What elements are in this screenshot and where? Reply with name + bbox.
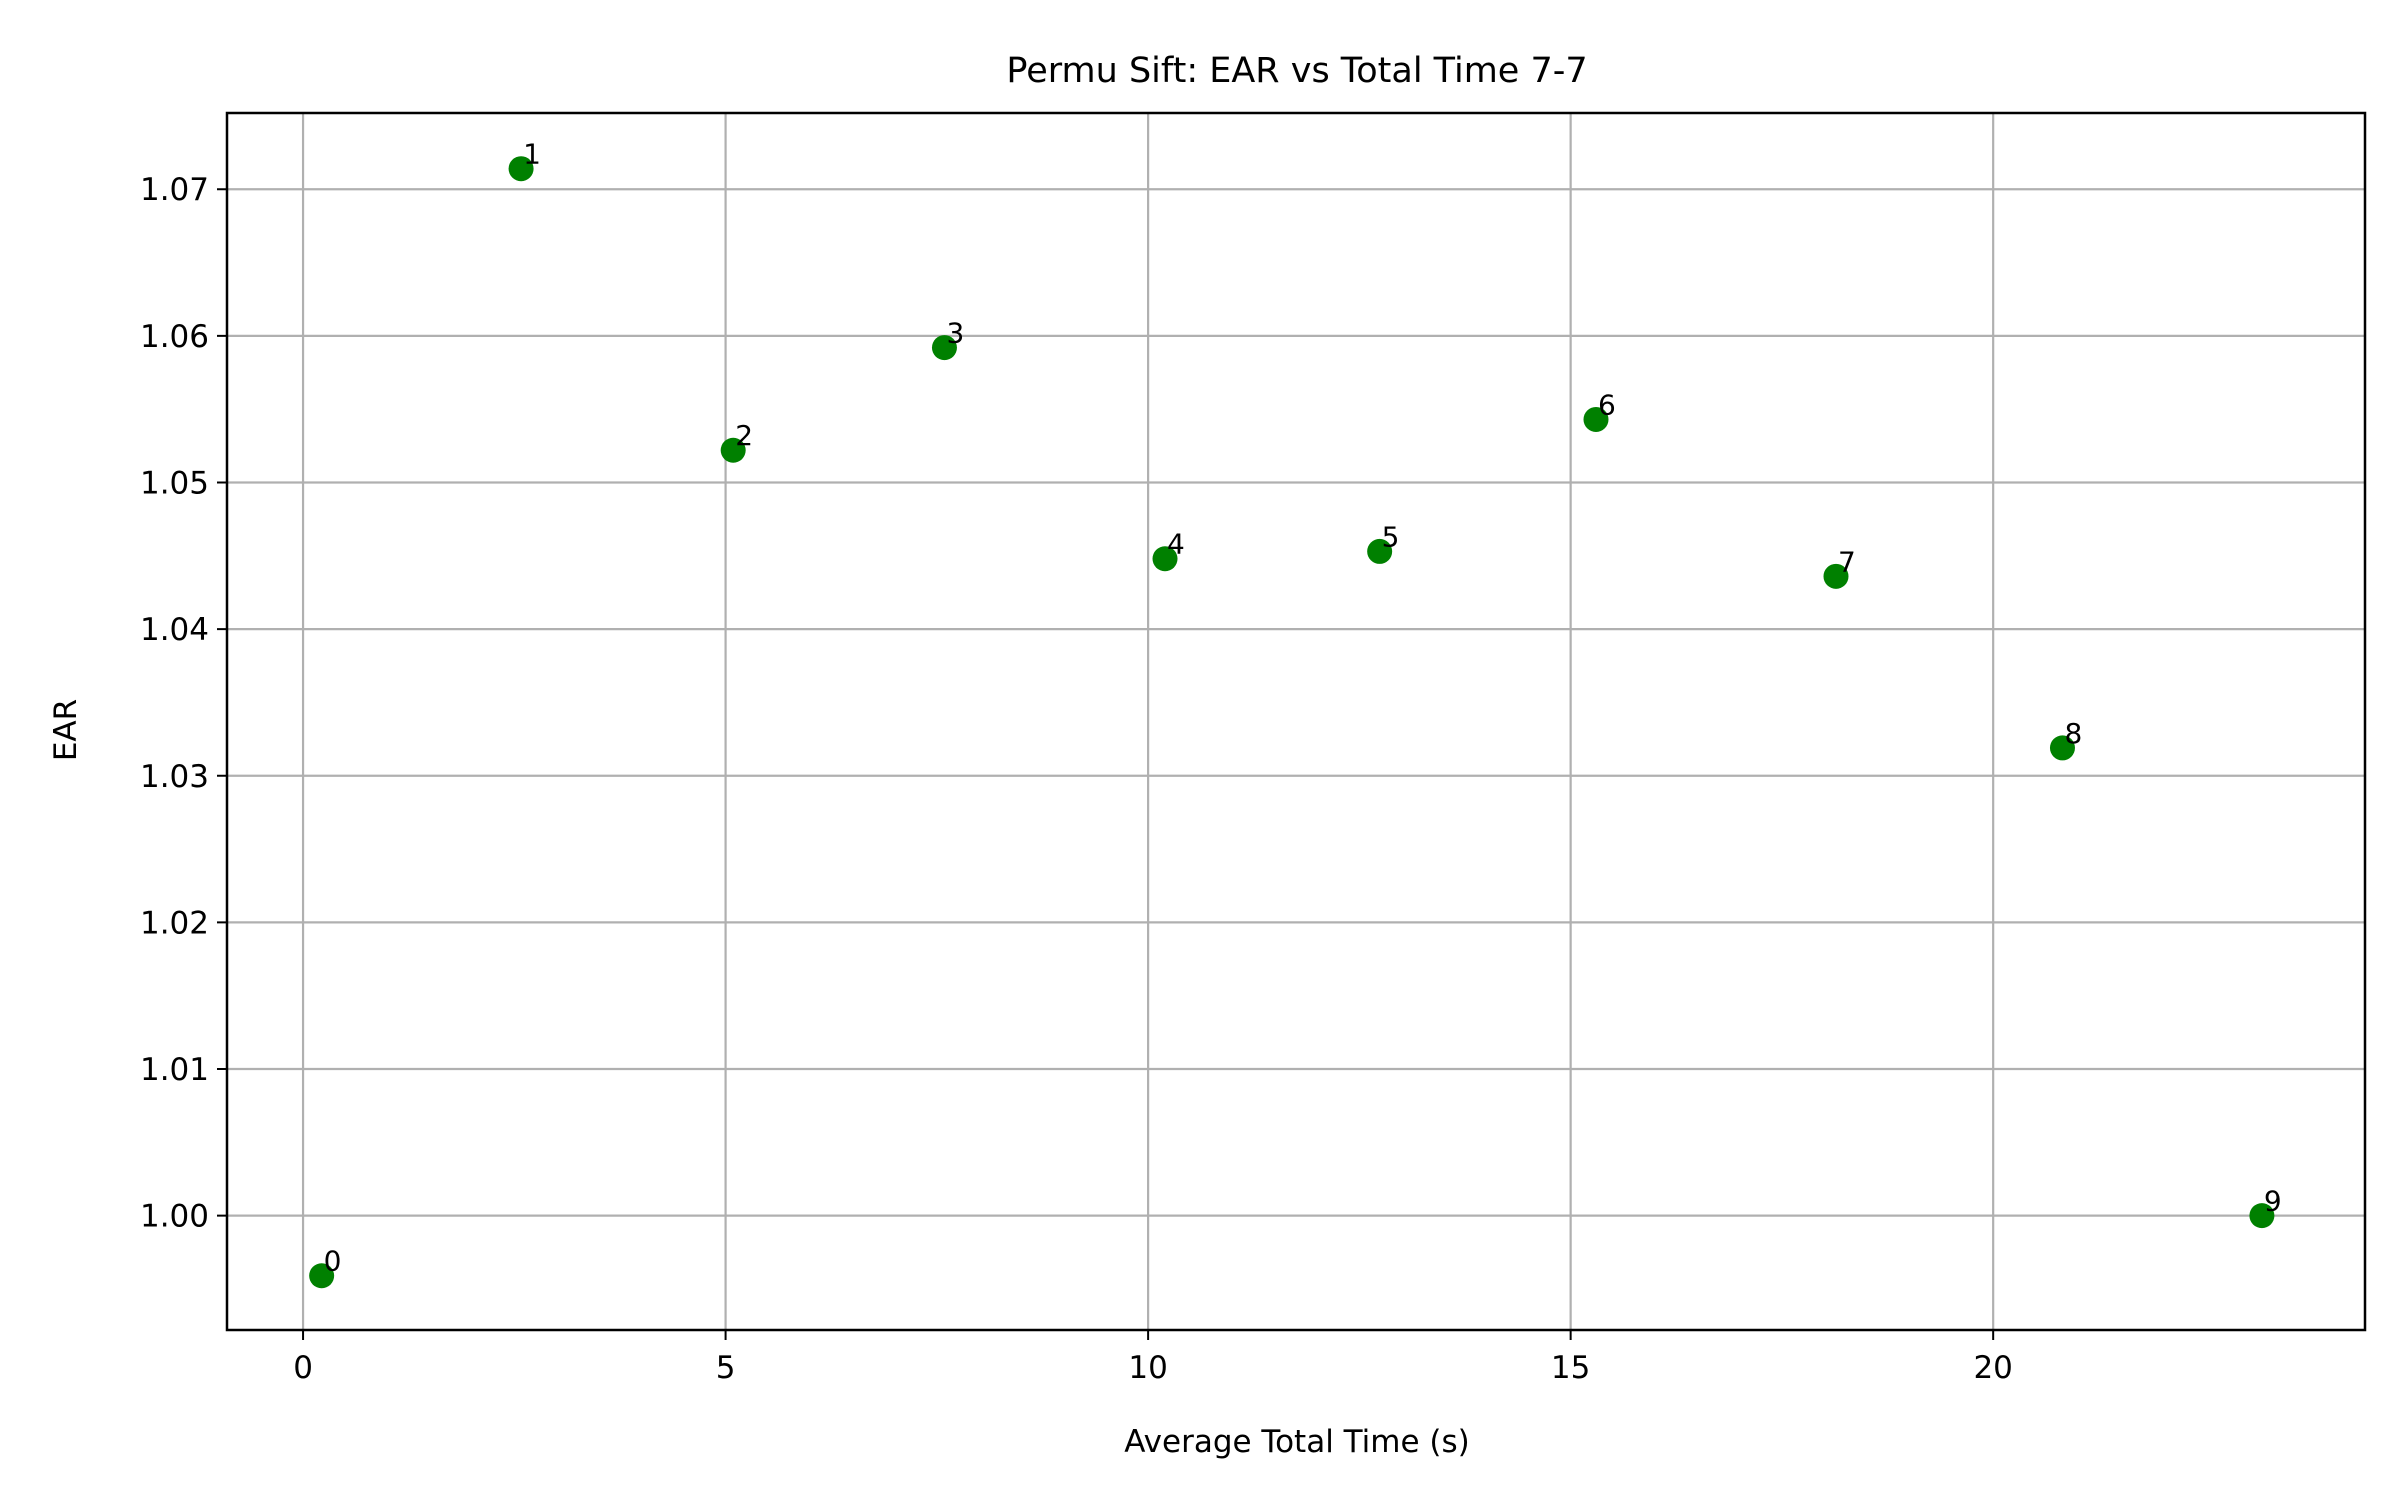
x-tick-label: 10 bbox=[1128, 1350, 1167, 1386]
y-axis-label: EAR bbox=[48, 699, 84, 761]
data-point bbox=[720, 437, 746, 463]
point-labels: 0 1 2 3 4 5 6 7 8 9 bbox=[324, 138, 2282, 1278]
data-points bbox=[309, 156, 2275, 1289]
y-tick-label: 1.05 bbox=[140, 465, 209, 501]
data-point-label: 2 bbox=[735, 419, 753, 452]
x-tick-label: 5 bbox=[716, 1350, 736, 1386]
data-point bbox=[1583, 406, 1609, 432]
data-point-label: 5 bbox=[1382, 520, 1400, 553]
y-tick-label: 1.06 bbox=[140, 319, 209, 355]
data-point-label: 8 bbox=[2064, 717, 2082, 750]
y-tick-label: 1.02 bbox=[140, 905, 209, 941]
data-point-label: 6 bbox=[1598, 388, 1616, 421]
y-tick-label: 1.00 bbox=[140, 1199, 209, 1235]
data-point-label: 9 bbox=[2264, 1185, 2282, 1218]
x-axis-label: Average Total Time (s) bbox=[1124, 1424, 1469, 1460]
y-tick-label: 1.03 bbox=[140, 759, 209, 795]
data-point-label: 1 bbox=[523, 138, 541, 171]
y-tick-label: 1.07 bbox=[140, 172, 209, 208]
x-tick-label: 0 bbox=[293, 1350, 313, 1386]
data-point bbox=[2249, 1203, 2275, 1229]
chart-title: Permu Sift: EAR vs Total Time 7-7 bbox=[1006, 51, 1587, 91]
y-tick-label: 1.04 bbox=[140, 612, 209, 648]
x-tick-label: 15 bbox=[1551, 1350, 1590, 1386]
data-point bbox=[1367, 538, 1393, 564]
data-point bbox=[1152, 546, 1178, 572]
grid-lines bbox=[227, 113, 2365, 1330]
data-point bbox=[1823, 563, 1849, 589]
data-point-label: 3 bbox=[946, 317, 964, 350]
data-point bbox=[931, 335, 957, 361]
data-point-label: 0 bbox=[324, 1245, 342, 1278]
data-point-label: 4 bbox=[1167, 528, 1185, 561]
x-tick-label: 20 bbox=[1973, 1350, 2012, 1386]
axis-ticks: 0 5 10 15 201.001.011.021.031.041.051.061.07 bbox=[140, 172, 2013, 1386]
y-tick-label: 1.01 bbox=[140, 1052, 209, 1088]
data-point-label: 7 bbox=[1838, 545, 1856, 578]
data-point bbox=[508, 156, 534, 182]
data-point bbox=[309, 1263, 335, 1289]
plot-area-frame bbox=[225, 111, 2367, 1332]
data-point bbox=[2049, 735, 2075, 761]
